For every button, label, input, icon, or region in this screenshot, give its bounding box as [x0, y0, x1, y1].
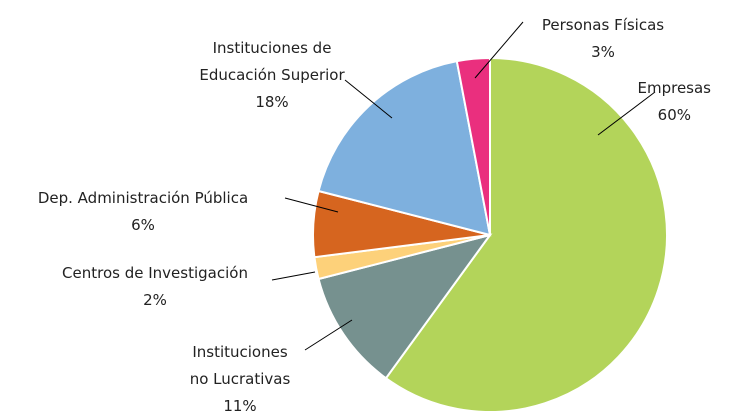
slice-label: Instituciones no Lucrativas — [189, 343, 291, 388]
pie-slice — [317, 59, 492, 237]
pie-slice — [317, 233, 493, 380]
slice-label: Instituciones de Educación Superior — [199, 39, 345, 84]
pie-slice — [384, 56, 668, 411]
value-label: 60% — [657, 106, 691, 124]
value-label: 18% — [255, 93, 289, 111]
leader-line — [474, 21, 524, 79]
leader-line — [304, 319, 353, 351]
pie-slice — [455, 56, 491, 236]
leader-line — [597, 91, 656, 136]
slice-label: Centros de Investigación — [62, 264, 248, 282]
value-label: 6% — [131, 216, 155, 234]
slice-label: Personas Físicas — [541, 16, 665, 34]
value-label: 2% — [143, 291, 167, 309]
value-label: 3% — [591, 43, 615, 61]
leader-line — [271, 271, 316, 281]
value-label: 11% — [223, 397, 257, 411]
leader-line — [344, 79, 393, 119]
slice-label: Dep. Administración Pública — [37, 189, 249, 207]
leader-line — [284, 197, 339, 213]
slice-label: Empresas — [637, 79, 712, 97]
